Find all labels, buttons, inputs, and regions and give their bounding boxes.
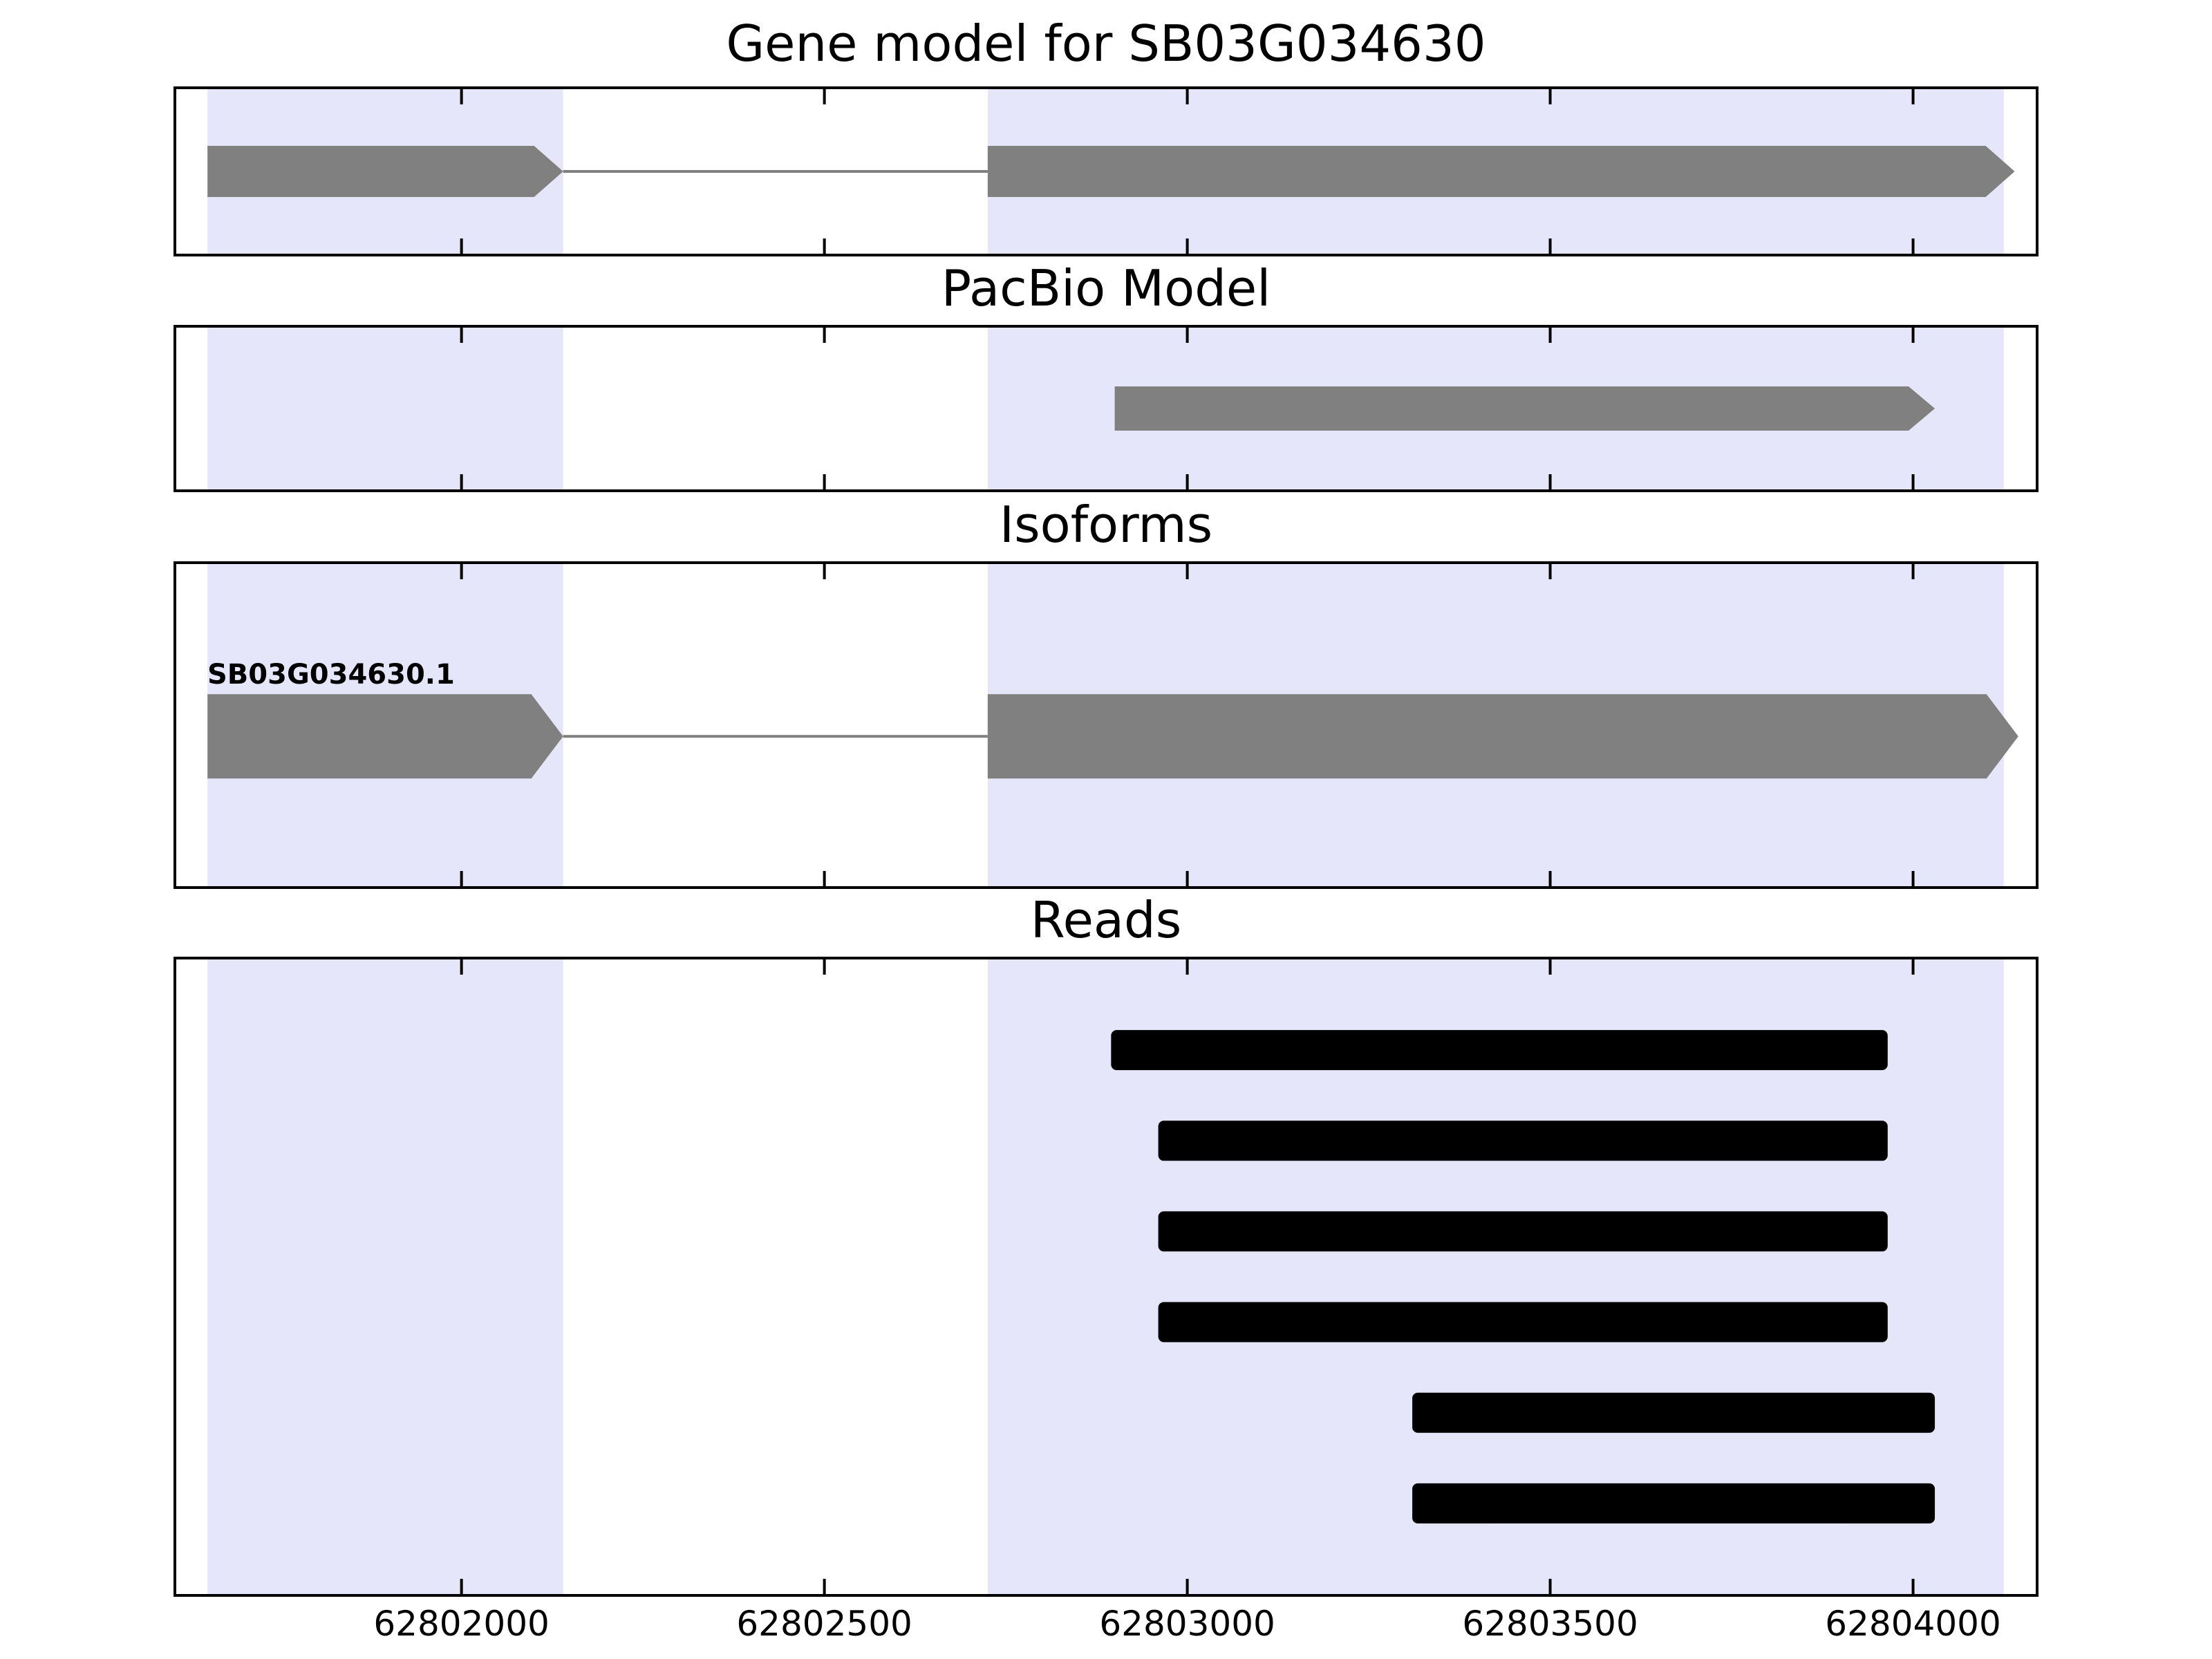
pacbio-panel	[174, 325, 2038, 492]
isoform-label: SB03G034630.1	[207, 659, 455, 691]
exon-arrow	[1114, 386, 1936, 431]
panel-canvas	[207, 564, 2018, 886]
exon-arrow	[207, 694, 563, 779]
highlight-region	[207, 328, 563, 489]
pacbio-title: PacBio Model	[941, 259, 1271, 317]
highlight-region	[207, 959, 563, 1594]
isoforms-panel	[174, 561, 2038, 889]
x-tick-label: 62803500	[1462, 1604, 1638, 1644]
panel-canvas	[207, 959, 2004, 1594]
reads-title: Reads	[1030, 891, 1182, 949]
read-bar	[1412, 1392, 1936, 1433]
gene-model-title: Gene model for SB03G034630	[726, 15, 1486, 73]
isoforms-title: Isoforms	[999, 496, 1213, 554]
exon-arrow	[207, 146, 563, 197]
read-bar	[1158, 1211, 1888, 1252]
x-tick-label: 62802500	[736, 1604, 912, 1644]
panel-canvas	[207, 328, 2004, 489]
x-tick-label: 62804000	[1825, 1604, 2001, 1644]
reads-panel	[174, 957, 2038, 1597]
read-bar	[1158, 1121, 1888, 1161]
exon-arrow	[987, 146, 2015, 197]
exon-arrow	[987, 694, 2018, 779]
panel-canvas	[207, 89, 2015, 254]
x-tick-label: 62803000	[1099, 1604, 1275, 1644]
read-bar	[1158, 1302, 1888, 1342]
gene-model-panel	[174, 86, 2038, 256]
read-bar	[1111, 1030, 1888, 1071]
x-tick-label: 62802000	[373, 1604, 550, 1644]
read-bar	[1412, 1483, 1936, 1524]
